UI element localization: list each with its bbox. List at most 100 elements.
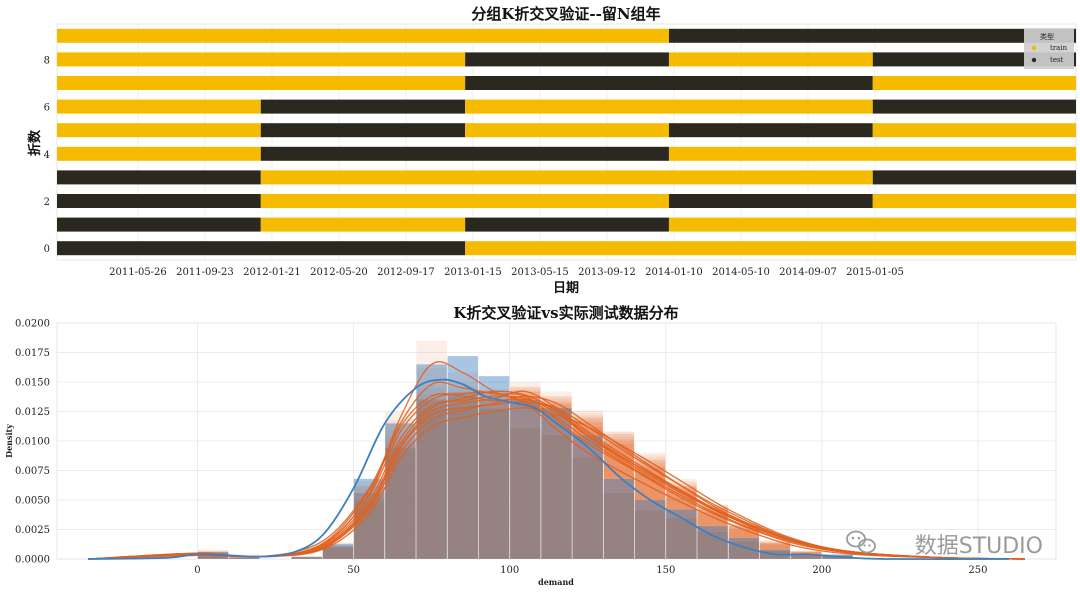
- test-hist-bar-0: [322, 543, 354, 560]
- bottom-y-tick-label: 0.0050: [15, 496, 50, 507]
- cv-hist-bar-9: [509, 395, 541, 560]
- cv-hist-bar-5: [478, 398, 510, 560]
- cv-hist-bar-4: [540, 407, 573, 560]
- top-x-tick-label: 2011-09-23: [176, 267, 234, 278]
- bottom-y-tick-label: 0.0175: [15, 348, 50, 359]
- cv-hist-bar-1: [478, 399, 510, 560]
- cv-hist-bar-1: [509, 395, 541, 560]
- fold-3-train-segment: [260, 170, 873, 185]
- cv-hist-bar-8: [322, 544, 354, 560]
- fold-4-train-segment: [668, 146, 1076, 161]
- legend-train-marker: [1031, 45, 1037, 51]
- fold-9-test-segment: [668, 28, 1076, 43]
- fold-8-train-segment: [57, 52, 466, 67]
- cv-hist-bar-6: [291, 557, 323, 560]
- fold-4-test-segment: [260, 146, 669, 161]
- overlap-hist-bar: [728, 541, 760, 559]
- cv-hist-bar-5: [291, 556, 323, 560]
- cv-hist-bar-8: [291, 556, 323, 560]
- cv-hist-bar-6: [509, 391, 541, 560]
- test-hist-bar-0: [603, 478, 635, 560]
- overlap-hist-bar: [509, 428, 541, 559]
- top-y-tick-labels: 0 2 4 6 8: [44, 55, 50, 255]
- cv-hist-bar-7: [322, 545, 354, 560]
- watermark-text: 数据STUDIO: [915, 534, 1043, 559]
- cv-hist-bar-5: [509, 391, 541, 560]
- fold-7-test-segment: [465, 76, 873, 90]
- cv-hist-bar-3: [447, 395, 479, 560]
- bottom-y-tick-label: 0.0200: [15, 319, 50, 330]
- fold-2-test-segment: [668, 194, 873, 208]
- cv-hist-bar-8: [478, 390, 510, 560]
- cv-hist-bar-6: [322, 547, 354, 560]
- fold-1-test-segment: [57, 217, 261, 232]
- cv-hist-bar-7: [572, 421, 604, 560]
- overlap-hist-bar: [291, 557, 323, 559]
- fold-5-train-segment: [57, 123, 261, 138]
- top-y-tick-label: 2: [44, 197, 50, 208]
- cv-hist-bar-7: [509, 388, 541, 560]
- cv-hist-bar-4: [291, 557, 323, 560]
- fold-3-test-segment: [872, 170, 1076, 185]
- top-chart-title: 分组K折交叉验证--留N组年: [471, 5, 660, 23]
- cv-hist-bar-7: [697, 506, 729, 560]
- bottom-y-tick-label: 0.0150: [15, 378, 50, 389]
- cv-hist-bar-9: [447, 405, 479, 560]
- cv-hist-bar-8: [509, 395, 541, 560]
- cv-hist-bar-1: [384, 411, 416, 560]
- cv-hist-bar-5: [572, 421, 604, 560]
- fold-1-test-segment: [465, 217, 669, 232]
- cv-hist-bar-8: [603, 443, 635, 560]
- cv-hist-bar-1: [634, 473, 666, 560]
- test-kde-line-0: [88, 378, 1010, 561]
- bottom-x-tick-label: 100: [500, 565, 519, 576]
- overlap-hist-bar: [666, 518, 697, 559]
- overlap-hist-bar: [322, 546, 354, 559]
- density-chart: K折交叉验证vs实际测试数据分布 0 50 100 150 200 250 0.00000…: [4, 304, 1057, 587]
- test-hist-bar-0: [291, 556, 323, 560]
- bottom-x-tick-labels: 0 50 100 150 200 250: [194, 565, 987, 576]
- overlap-hist-bar: [603, 493, 635, 559]
- cv-hist-bar-1: [322, 544, 354, 560]
- bottom-x-axis-label: demand: [538, 577, 574, 587]
- overlap-hist-bar: [447, 392, 479, 559]
- bottom-y-tick-label: 0.0000: [15, 555, 50, 566]
- cv-hist-bar-10: [291, 556, 323, 560]
- fold-8-train-segment: [668, 52, 873, 67]
- cv-hist-bar-9: [322, 547, 354, 560]
- legend-test-marker: [1031, 57, 1037, 63]
- cv-hist-bar-4: [447, 412, 479, 560]
- fold-6-train-segment: [465, 99, 873, 114]
- cv-hist-bar-10: [384, 440, 416, 560]
- cv-hist-bar-2: [291, 556, 323, 560]
- cv-hist-bar-2: [540, 395, 573, 560]
- overlap-hist-bar: [572, 457, 604, 559]
- fold-6-test-segment: [872, 99, 1076, 114]
- fold-9-train-segment: [57, 28, 669, 43]
- fold-bars: [57, 28, 1077, 256]
- cv-hist-bar-7: [447, 395, 479, 560]
- fold-5-test-segment: [260, 123, 466, 138]
- cv-hist-bar-10: [478, 388, 510, 560]
- cv-hist-bar-7: [478, 393, 510, 560]
- top-x-tick-label: 2013-05-15: [511, 267, 569, 278]
- bottom-y-tick-label: 0.0025: [15, 525, 50, 536]
- overlap-hist-bar: [697, 531, 728, 559]
- cv-hist-bar-2: [509, 386, 541, 560]
- cv-hist-bar-3: [291, 556, 323, 560]
- top-x-tick-label: 2011-05-26: [109, 267, 167, 278]
- fold-2-train-segment: [872, 194, 1076, 208]
- cv-hist-bar-7: [291, 556, 323, 560]
- cv-hist-bar-6: [447, 405, 479, 560]
- cv-hist-bar-6: [665, 480, 697, 560]
- top-x-tick-label: 2014-09-07: [779, 267, 837, 278]
- fold-1-train-segment: [668, 217, 1076, 232]
- cv-hist-bar-4: [416, 419, 448, 560]
- overlap-hist-bar: [478, 409, 510, 559]
- top-y-tick-label: 4: [44, 150, 50, 161]
- fold-6-train-segment: [57, 99, 261, 114]
- cv-hist-bar-6: [478, 400, 510, 560]
- bottom-y-axis-label: Density: [4, 424, 14, 458]
